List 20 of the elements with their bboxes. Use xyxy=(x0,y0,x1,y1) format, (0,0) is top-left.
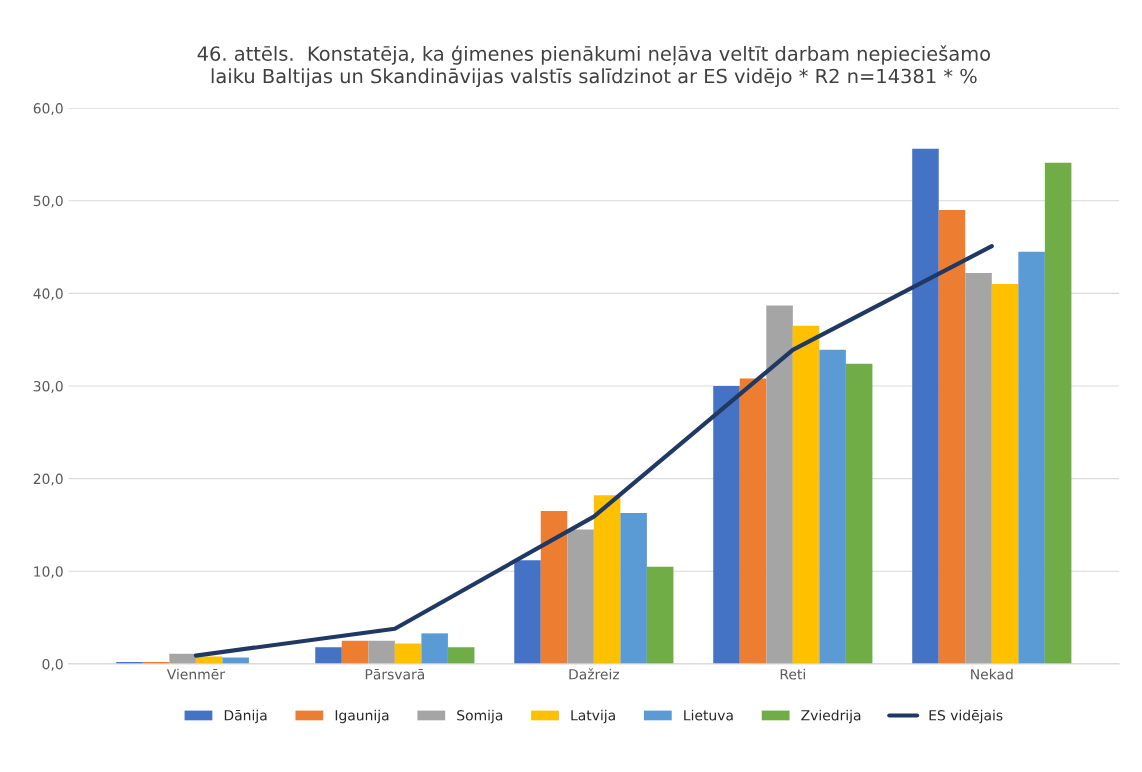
y-tick-label: 30,0 xyxy=(33,380,63,393)
y-tick-label: 0,0 xyxy=(42,658,63,671)
x-tick-label: Dažreiz xyxy=(569,668,620,680)
legend-label: Lietuva xyxy=(684,709,733,721)
y-tick-label: 60,0 xyxy=(33,103,63,115)
y-tick-label: 50,0 xyxy=(33,195,63,208)
legend-label: Latvija xyxy=(571,709,615,724)
y-tick-label: 20,0 xyxy=(33,473,63,486)
y-tick-label: 40,0 xyxy=(33,288,63,301)
legend-label: Somija xyxy=(457,709,503,724)
x-tick-label: Pārsvarā xyxy=(365,668,424,680)
legend-label: ES vidējais xyxy=(929,709,1003,724)
y-tick-label: 10,0 xyxy=(34,566,63,579)
chart-title: 46. attēls. Konstatēja, ka ģimenes pienākumi neļāva veltīt darbam nepieciešamo laiku Baltijas un Skandināvijas valstīs salīdzinot ar ES vidējo * R2 n=14381 * % xyxy=(197,45,990,88)
x-tick-label: Reti xyxy=(780,668,805,680)
legend-label: Dānija xyxy=(224,709,267,724)
x-tick-label: Nekad xyxy=(971,668,1013,680)
legend-label: Igaunija xyxy=(335,709,389,724)
x-tick-label: Vienmēr xyxy=(166,668,225,680)
legend-label: Zviedrija xyxy=(801,709,861,724)
